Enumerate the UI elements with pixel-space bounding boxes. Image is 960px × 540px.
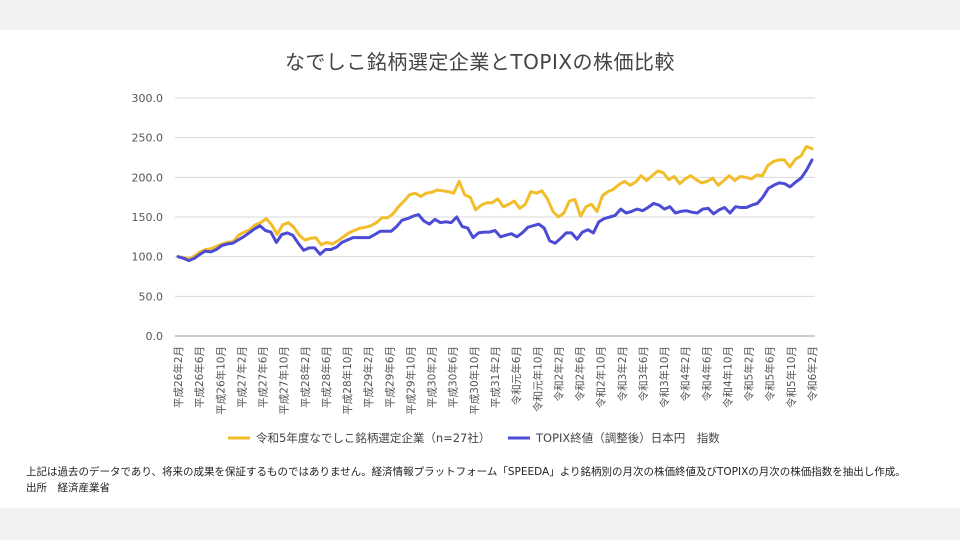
x-tick-label: 令和4年6月: [700, 346, 713, 401]
x-tick-label: 令和5年2月: [743, 346, 756, 401]
y-tick-label: 300.0: [132, 92, 164, 105]
x-tick-label: 令和元年10月: [531, 346, 544, 412]
y-tick-label: 50.0: [139, 290, 164, 303]
x-tick-label: 平成31年2月: [489, 346, 502, 408]
x-tick-label: 平成27年2月: [235, 346, 248, 408]
x-tick-label: 令和5年6月: [764, 346, 777, 401]
x-tick-label: 平成27年10月: [278, 346, 291, 415]
x-tick-label: 令和3年10月: [658, 346, 671, 408]
x-tick-label: 平成26年10月: [214, 346, 227, 415]
x-tick-label: 平成27年6月: [257, 346, 270, 408]
y-tick-label: 100.0: [132, 251, 164, 264]
x-tick-label: 令和4年10月: [721, 346, 734, 408]
x-tick-label: 平成29年2月: [362, 346, 375, 408]
x-tick-label: 平成26年6月: [193, 346, 206, 408]
y-tick-label: 150.0: [132, 211, 164, 224]
x-tick-label: 令和6年2月: [806, 346, 819, 401]
x-tick-label: 令和2年6月: [574, 346, 587, 401]
legend-label: 令和5年度なでしこ銘柄選定企業（n=27社）: [256, 431, 490, 445]
x-tick-label: 令和5年10月: [785, 346, 798, 408]
x-tick-label: 平成30年10月: [468, 346, 481, 415]
slide: なでしこ銘柄選定企業とTOPIXの株価比較 300.0 250.0 200.0 150…: [0, 30, 960, 508]
y-tick-label: 200.0: [132, 171, 164, 184]
x-tick-label: 令和2年2月: [552, 346, 565, 401]
x-tick-label: 平成26年2月: [172, 346, 185, 408]
source-note: 出所 経済産業省: [26, 482, 110, 494]
line-chart: 300.0250.0200.0150.0100.050.00.0平成26年2月平…: [132, 92, 820, 445]
x-tick-label: 平成28年6月: [320, 346, 333, 408]
series-line-topix: [176, 158, 814, 263]
y-tick-label: 250.0: [132, 132, 164, 145]
x-tick-label: 平成28年2月: [299, 346, 312, 408]
x-tick-label: 平成29年6月: [383, 346, 396, 408]
x-tick-label: 令和4年2月: [679, 346, 692, 401]
x-tick-label: 令和2年10月: [595, 346, 608, 408]
x-tick-label: 令和元年6月: [510, 346, 523, 405]
series-line-nadeshiko: [176, 144, 814, 261]
x-tick-label: 平成30年2月: [426, 346, 439, 408]
disclaimer-note: 上記は過去のデータであり、将来の成果を保証するものではありません。経済情報プラッ…: [26, 466, 906, 478]
chart-title: なでしこ銘柄選定企業とTOPIXの株価比較: [284, 50, 676, 74]
x-tick-label: 平成28年10月: [341, 346, 354, 415]
x-tick-label: 令和3年6月: [637, 346, 650, 401]
x-tick-label: 令和3年2月: [616, 346, 629, 401]
legend-label: TOPIX終値（調整後）日本円 指数: [535, 431, 720, 445]
y-tick-label: 0.0: [146, 330, 164, 343]
x-tick-label: 平成30年6月: [447, 346, 460, 408]
x-tick-label: 平成29年10月: [404, 346, 417, 415]
